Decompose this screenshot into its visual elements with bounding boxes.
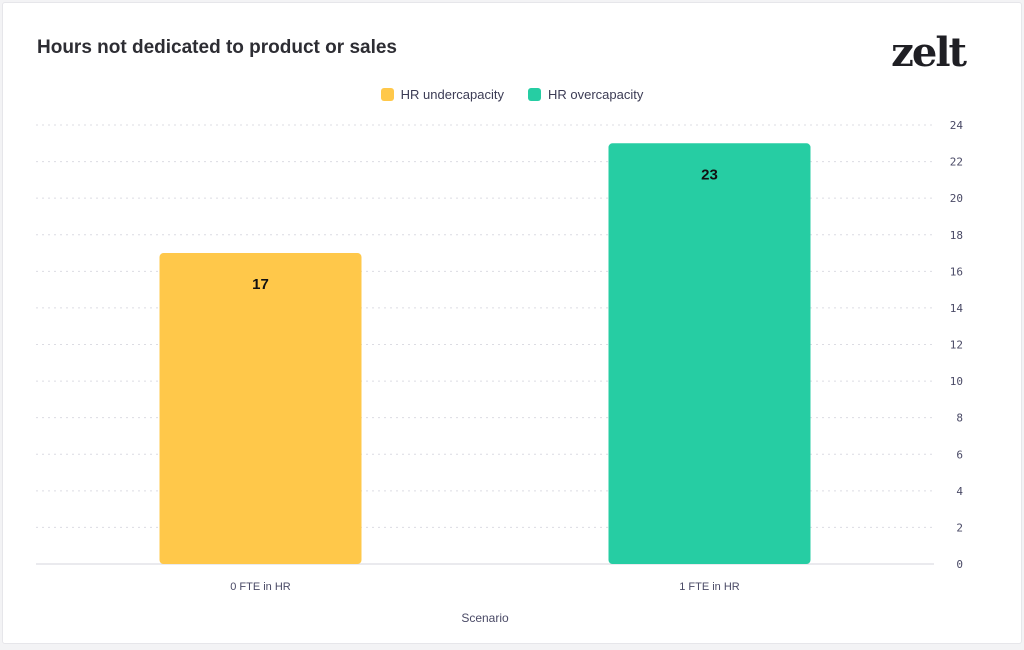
bar-undercapacity <box>159 253 362 564</box>
y-tick-label: 6 <box>956 448 963 461</box>
y-tick-label: 2 <box>956 521 963 534</box>
bar-data-label: 23 <box>701 166 718 183</box>
y-tick-label: 14 <box>950 302 964 315</box>
legend-label-overcapacity: HR overcapacity <box>547 87 644 102</box>
y-tick-label: 16 <box>950 265 963 278</box>
y-tick-label: 4 <box>956 485 963 498</box>
legend-item-undercapacity[interactable]: HR undercapacity <box>380 87 504 102</box>
y-tick-label: 0 <box>956 558 963 571</box>
legend-item-overcapacity[interactable]: HR overcapacity <box>527 87 644 102</box>
legend-label-undercapacity: HR undercapacity <box>400 87 504 102</box>
x-axis-title: Scenario <box>461 611 509 625</box>
y-tick-label: 20 <box>950 192 963 205</box>
y-tick-label: 12 <box>950 339 963 352</box>
y-tick-label: 18 <box>950 229 963 242</box>
legend-swatch-undercapacity <box>380 88 394 101</box>
zelt-logo: zelt <box>891 29 967 76</box>
y-tick-label: 24 <box>950 119 964 132</box>
y-tick-label: 10 <box>950 375 963 388</box>
y-tick-label: 8 <box>956 412 963 425</box>
legend-swatch-overcapacity <box>527 88 541 101</box>
x-category-label: 0 FTE in HR <box>230 581 291 593</box>
chart-title: Hours not dedicated to product or sales <box>37 37 397 58</box>
bar-data-label: 17 <box>252 276 269 293</box>
bar-overcapacity <box>608 143 811 564</box>
x-category-label: 1 FTE in HR <box>679 581 740 593</box>
y-tick-label: 22 <box>950 156 963 169</box>
chart-legend: HR undercapacity HR overcapacity <box>3 87 1021 102</box>
